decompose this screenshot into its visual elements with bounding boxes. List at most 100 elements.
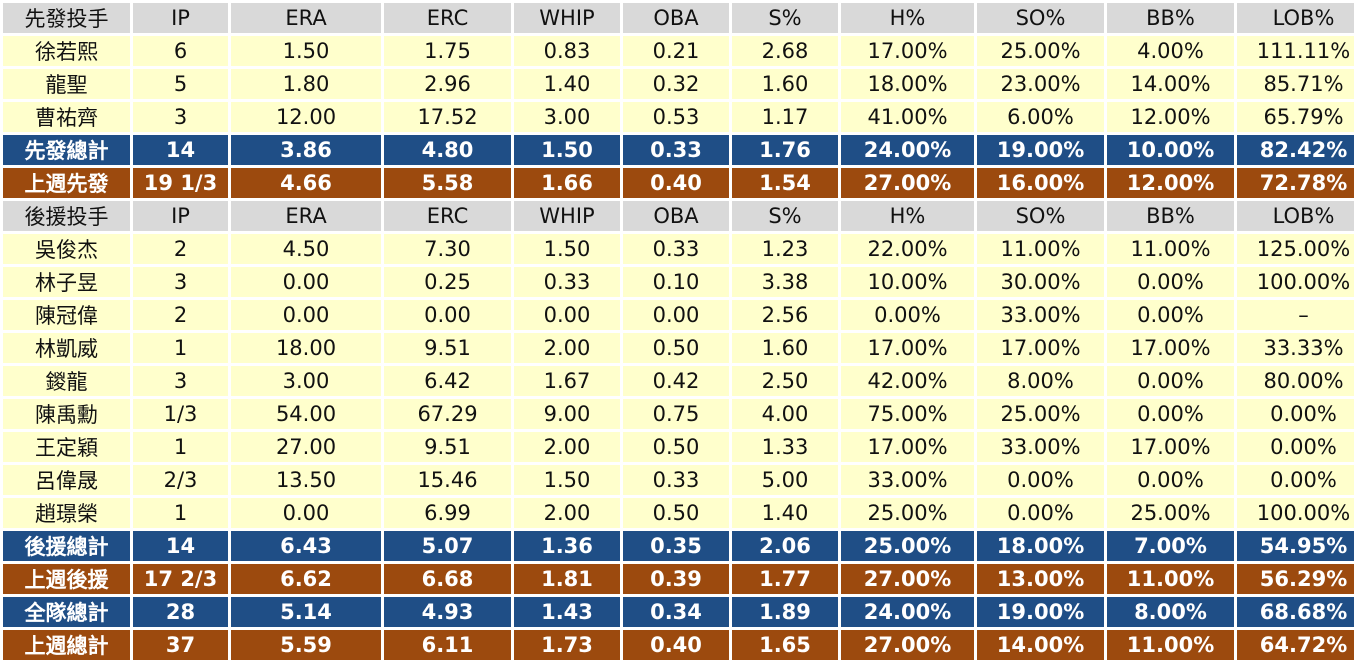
stat-oba: 0.32: [623, 69, 729, 99]
stat-lob-pct: 68.68%: [1237, 597, 1354, 627]
stat-whip: 1.50: [514, 135, 620, 165]
stat-erc: 0.00: [384, 300, 511, 330]
column-header-era: ERA: [231, 3, 381, 33]
stat-oba: 0.50: [623, 333, 729, 363]
reliever-row: 鍐龍 3 3.00 6.42 1.67 0.42 2.50 42.00% 8.00% 0.00% 8…: [3, 366, 1354, 396]
section-label: 後援投手: [3, 201, 130, 231]
stat-era: 54.00: [231, 399, 381, 429]
stat-lob-pct: 111.11%: [1237, 36, 1354, 66]
stat-ip: 5: [133, 69, 228, 99]
stat-lob-pct: 65.79%: [1237, 102, 1354, 132]
stat-so-pct: 33.00%: [977, 300, 1104, 330]
stat-so-pct: 33.00%: [977, 432, 1104, 462]
stat-erc: 2.96: [384, 69, 511, 99]
stat-era: 0.00: [231, 300, 381, 330]
row-label: 龍聖: [3, 69, 130, 99]
row-label: 林子昱: [3, 267, 130, 297]
stat-lob-pct: 0.00%: [1237, 432, 1354, 462]
stat-ip: 3: [133, 366, 228, 396]
stat-ip: 28: [133, 597, 228, 627]
stat-erc: 5.07: [384, 531, 511, 561]
stat-era: 4.50: [231, 234, 381, 264]
stat-h-pct: 27.00%: [841, 564, 974, 594]
stat-erc: 0.25: [384, 267, 511, 297]
starters-last-week-row: 上週先發 19 1/3 4.66 5.58 1.66 0.40 1.54 27.00% 16.0…: [3, 168, 1354, 198]
stat-lob-pct: 0.00%: [1237, 465, 1354, 495]
stat-s-pct: 3.38: [732, 267, 838, 297]
stat-so-pct: 18.00%: [977, 531, 1104, 561]
stat-s-pct: 1.40: [732, 498, 838, 528]
stat-erc: 6.42: [384, 366, 511, 396]
stat-oba: 0.40: [623, 630, 729, 660]
stat-h-pct: 18.00%: [841, 69, 974, 99]
stat-whip: 0.33: [514, 267, 620, 297]
stat-s-pct: 1.33: [732, 432, 838, 462]
stat-oba: 0.75: [623, 399, 729, 429]
stat-s-pct: 2.56: [732, 300, 838, 330]
stat-era: 1.50: [231, 36, 381, 66]
stat-s-pct: 2.50: [732, 366, 838, 396]
stat-s-pct: 1.60: [732, 333, 838, 363]
stat-h-pct: 25.00%: [841, 498, 974, 528]
column-header-whip: WHIP: [514, 201, 620, 231]
row-label: 王定穎: [3, 432, 130, 462]
column-header-ip: IP: [133, 201, 228, 231]
relievers-total-row: 後援總計 14 6.43 5.07 1.36 0.35 2.06 25.00% 18.00% 7.…: [3, 531, 1354, 561]
row-label: 全隊總計: [3, 597, 130, 627]
stat-so-pct: 13.00%: [977, 564, 1104, 594]
stat-bb-pct: 12.00%: [1107, 102, 1234, 132]
stat-h-pct: 24.00%: [841, 597, 974, 627]
row-label: 先發總計: [3, 135, 130, 165]
stat-bb-pct: 0.00%: [1107, 300, 1234, 330]
stat-h-pct: 27.00%: [841, 630, 974, 660]
stat-s-pct: 1.65: [732, 630, 838, 660]
stat-bb-pct: 11.00%: [1107, 564, 1234, 594]
stat-era: 5.14: [231, 597, 381, 627]
stat-era: 5.59: [231, 630, 381, 660]
stat-whip: 1.50: [514, 465, 620, 495]
stat-s-pct: 2.06: [732, 531, 838, 561]
stat-oba: 0.42: [623, 366, 729, 396]
stat-whip: 2.00: [514, 333, 620, 363]
stat-erc: 6.11: [384, 630, 511, 660]
column-header-erc: ERC: [384, 201, 511, 231]
row-label: 上週後援: [3, 564, 130, 594]
stat-lob-pct: 85.71%: [1237, 69, 1354, 99]
stat-whip: 0.83: [514, 36, 620, 66]
row-label: 陳禹勳: [3, 399, 130, 429]
stat-bb-pct: 17.00%: [1107, 432, 1234, 462]
row-label: 陳冠偉: [3, 300, 130, 330]
stat-s-pct: 1.23: [732, 234, 838, 264]
stat-h-pct: 41.00%: [841, 102, 974, 132]
stat-erc: 4.93: [384, 597, 511, 627]
starter-row: 龍聖 5 1.80 2.96 1.40 0.32 1.60 18.00% 23.00% 14.00…: [3, 69, 1354, 99]
column-header-lob-pct: LOB%: [1237, 3, 1354, 33]
stat-erc: 17.52: [384, 102, 511, 132]
stat-h-pct: 25.00%: [841, 531, 974, 561]
stat-h-pct: 27.00%: [841, 168, 974, 198]
stat-oba: 0.33: [623, 234, 729, 264]
stat-lob-pct: 33.33%: [1237, 333, 1354, 363]
stat-era: 27.00: [231, 432, 381, 462]
stat-oba: 0.34: [623, 597, 729, 627]
stat-so-pct: 8.00%: [977, 366, 1104, 396]
stat-era: 13.50: [231, 465, 381, 495]
stat-bb-pct: 11.00%: [1107, 630, 1234, 660]
stat-erc: 67.29: [384, 399, 511, 429]
stat-era: 12.00: [231, 102, 381, 132]
stat-whip: 3.00: [514, 102, 620, 132]
reliever-row: 趙璟榮 1 0.00 6.99 2.00 0.50 1.40 25.00% 0.00% 25.00…: [3, 498, 1354, 528]
stat-lob-pct: –: [1237, 300, 1354, 330]
stat-whip: 1.73: [514, 630, 620, 660]
starter-row: 徐若熙 6 1.50 1.75 0.83 0.21 2.68 17.00% 25.00% 4.00…: [3, 36, 1354, 66]
stat-s-pct: 2.68: [732, 36, 838, 66]
stat-h-pct: 75.00%: [841, 399, 974, 429]
table-body: 先發投手 IP ERA ERC WHIP OBA S% H% SO% BB% LOB% 徐若熙 6 1.5…: [3, 3, 1354, 660]
stat-bb-pct: 0.00%: [1107, 399, 1234, 429]
stat-lob-pct: 125.00%: [1237, 234, 1354, 264]
stat-s-pct: 1.54: [732, 168, 838, 198]
reliever-row: 林子昱 3 0.00 0.25 0.33 0.10 3.38 10.00% 30.00% 0.00…: [3, 267, 1354, 297]
stat-lob-pct: 56.29%: [1237, 564, 1354, 594]
stat-erc: 1.75: [384, 36, 511, 66]
